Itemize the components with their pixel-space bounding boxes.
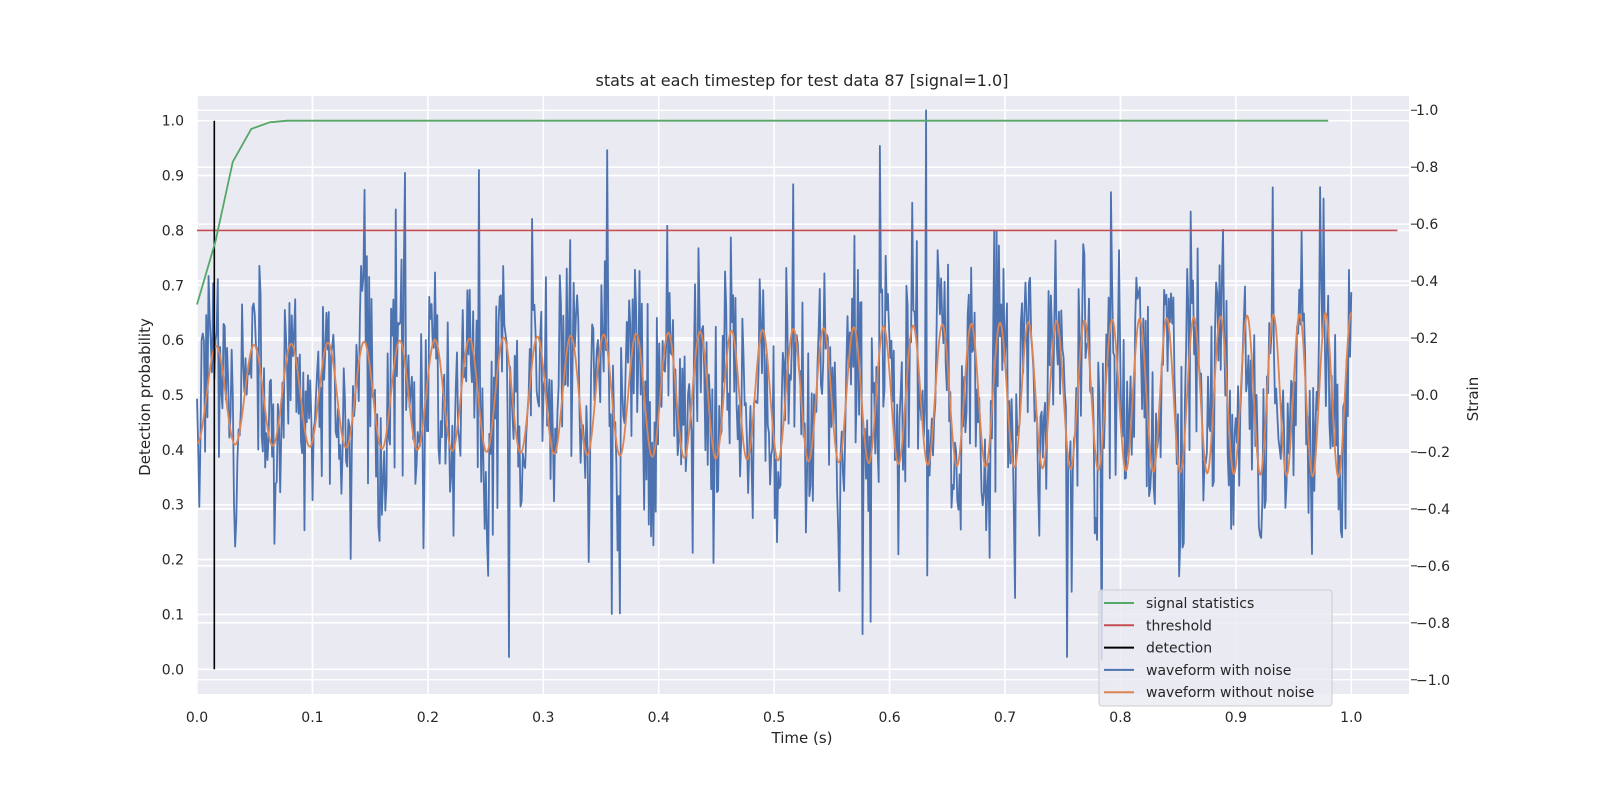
x-tick-label: 0.1: [301, 710, 323, 726]
y-right-tick-label: −0.6: [1416, 559, 1450, 575]
x-tick-label: 0.7: [994, 710, 1016, 726]
y-right-tick-label: 0.4: [1416, 274, 1438, 290]
legend-label: waveform without noise: [1146, 685, 1314, 701]
x-tick-label: 0.8: [1109, 710, 1131, 726]
y-right-tick-label: 1.0: [1416, 103, 1438, 119]
y-tick-label: 0.2: [162, 553, 184, 569]
legend: signal statistics threshold detection wavef…: [1098, 589, 1333, 707]
left-y-axis: 0.0 0.1 0.2 0.3 0.4 0.5 0.6 0.7 0.8 0.9 1.0: [162, 114, 184, 679]
y-tick-label: 0.3: [162, 498, 184, 514]
x-tick-label: 0.4: [648, 710, 670, 726]
chart-title: stats at each timestep for test data 87 …: [596, 71, 1009, 90]
x-tick-label: 0.5: [763, 710, 785, 726]
y-tick-label: 0.9: [162, 169, 184, 185]
y-right-tick-label: 0.6: [1416, 217, 1438, 233]
y-right-tick-label: 0.0: [1416, 388, 1438, 404]
y-right-tick-label: −0.4: [1416, 502, 1450, 518]
legend-label: waveform with noise: [1146, 663, 1291, 679]
y-right-tick-label: 0.2: [1416, 331, 1438, 347]
x-tick-label: 0.0: [186, 710, 208, 726]
x-tick-label: 1.0: [1340, 710, 1362, 726]
y-right-tick-label: −0.2: [1416, 445, 1450, 461]
y-tick-label: 0.0: [162, 662, 184, 678]
x-axis-label: Time (s): [771, 729, 833, 747]
y-tick-label: 1.0: [162, 114, 184, 130]
x-tick-label: 0.2: [417, 710, 439, 726]
y-tick-label: 0.5: [162, 388, 184, 404]
y-tick-label: 0.4: [162, 443, 184, 459]
legend-label: threshold: [1146, 618, 1212, 634]
right-y-axis-label: Strain: [1464, 377, 1482, 421]
legend-box: [1098, 589, 1333, 707]
signal-statistics-line: [196, 119, 1329, 305]
series-layer: [196, 109, 1398, 670]
x-tick-label: 0.9: [1225, 710, 1247, 726]
y-right-tick-label: −1.0: [1416, 673, 1450, 689]
x-tick-label: 0.3: [532, 710, 554, 726]
y-tick-label: 0.1: [162, 607, 184, 623]
right-y-axis: −1.0 −0.8 −0.6 −0.4 −0.2 0.0 0.2 0.4 0.6 0.8 1.0: [1411, 103, 1450, 689]
y-right-tick-label: −0.8: [1416, 616, 1450, 632]
x-axis: 0.0 0.1 0.2 0.3 0.4 0.5 0.6 0.7 0.8 0.9 1.0: [186, 710, 1363, 726]
x-tick-label: 0.6: [878, 710, 900, 726]
y-tick-label: 0.6: [162, 333, 184, 349]
y-right-tick-label: 0.8: [1416, 160, 1438, 176]
y-tick-label: 0.8: [162, 223, 184, 239]
left-y-axis-label: Detection probability: [136, 318, 154, 476]
legend-label: detection: [1146, 641, 1212, 657]
waveform-without-noise-line: [196, 312, 1353, 478]
y-tick-label: 0.7: [162, 278, 184, 294]
legend-label: signal statistics: [1146, 596, 1254, 612]
